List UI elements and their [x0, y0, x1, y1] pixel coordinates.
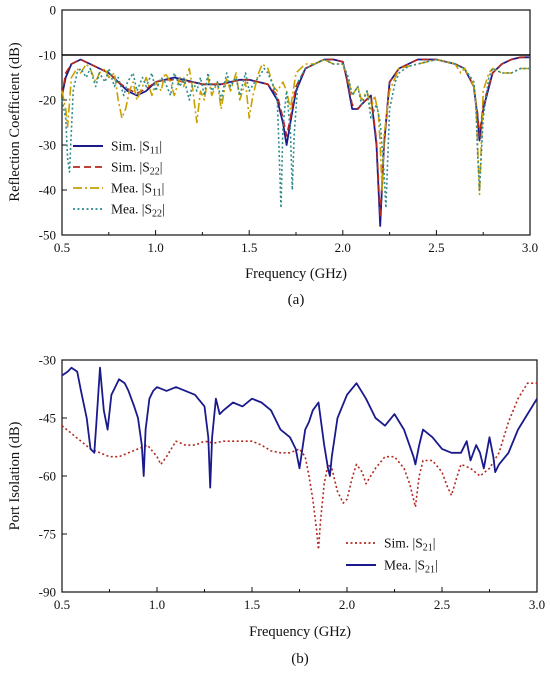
legend-entry: Sim. |S22|	[111, 160, 162, 178]
legend-label: Sim. |S	[111, 160, 150, 175]
x-axis-ticks: 0.5 1.0 1.5 2.0 2.5 3.0	[54, 587, 545, 612]
x-tick-label: 1.5	[244, 597, 260, 612]
series-line-21-solid	[61, 366, 538, 489]
x-axis-label: Frequency (GHz)	[245, 266, 347, 282]
legend-closing-bar: |	[162, 181, 165, 196]
chart-a: 0.5 1.0 1.5 2.0 2.5 3.0 0 -10 -20 -30 -40 -50 Sim.…	[7, 3, 538, 309]
legend-subscript: 11	[152, 188, 162, 199]
y-tick-label: -30	[39, 353, 56, 368]
x-tick-label: 0.5	[54, 597, 70, 612]
x-tick-label: 2.0	[335, 240, 351, 255]
x-axis-ticks: 0.5 1.0 1.5 2.0 2.5 3.0	[54, 230, 538, 255]
legend-subscript: 22	[150, 167, 160, 178]
legend: Sim. |S21|Mea. |S21|	[346, 536, 438, 576]
y-axis-ticks: 0 -10 -20 -30 -40 -50	[39, 3, 67, 243]
y-tick-label: -30	[39, 138, 56, 153]
y-tick-label: -75	[39, 527, 56, 542]
legend-entry: Mea. |S11|	[111, 181, 164, 199]
series-group	[61, 56, 530, 227]
y-tick-label: 0	[50, 3, 57, 18]
y-tick-label: -90	[39, 585, 56, 600]
legend-label: Mea. |S	[111, 181, 152, 196]
legend: Sim. |S11|Sim. |S22|Mea. |S11|Mea. |S22|	[73, 139, 165, 220]
y-tick-label: -40	[39, 183, 56, 198]
legend-closing-bar: |	[159, 139, 162, 154]
legend-closing-bar: |	[435, 558, 438, 573]
legend-entry: Sim. |S21|	[384, 536, 435, 554]
legend-label: Mea. |S	[111, 202, 152, 217]
series-line-21-dotted	[61, 382, 537, 551]
caption: (b)	[291, 651, 309, 667]
legend-label: Sim. |S	[384, 536, 423, 551]
y-axis-label: Port Isolation (dB)	[7, 421, 23, 530]
y-tick-label: -60	[39, 469, 56, 484]
x-tick-label: 3.0	[529, 597, 545, 612]
y-tick-label: -50	[39, 228, 56, 243]
plot-area-frame	[61, 359, 538, 593]
legend-subscript: 11	[150, 146, 160, 157]
legend-label: Mea. |S	[384, 558, 425, 573]
x-tick-label: 2.5	[434, 597, 450, 612]
legend-entry: Mea. |S22|	[111, 202, 165, 220]
x-axis-label: Frequency (GHz)	[249, 624, 351, 640]
x-tick-label: 2.5	[428, 240, 444, 255]
chart-b: 0.5 1.0 1.5 2.0 2.5 3.0 -30 -45 -60 -75 -90 Sim. …	[7, 353, 545, 668]
legend-label: Sim. |S	[111, 139, 150, 154]
y-axis-label: Reflection Coefficient (dB)	[7, 42, 23, 201]
y-tick-label: -45	[39, 411, 56, 426]
legend-closing-bar: |	[162, 202, 165, 217]
y-tick-label: -20	[39, 93, 56, 108]
x-tick-label: 0.5	[54, 240, 70, 255]
x-tick-label: 1.0	[149, 597, 165, 612]
legend-subscript: 21	[423, 543, 433, 554]
x-tick-label: 2.0	[339, 597, 355, 612]
series-line-22-dashed	[61, 56, 530, 218]
legend-closing-bar: |	[160, 160, 163, 175]
y-axis-ticks: -30 -45 -60 -75 -90	[39, 353, 67, 600]
legend-entry: Mea. |S21|	[384, 558, 438, 576]
caption: (a)	[288, 292, 305, 308]
x-tick-label: 1.5	[241, 240, 257, 255]
x-tick-label: 1.0	[147, 240, 163, 255]
legend-closing-bar: |	[433, 536, 436, 551]
legend-entry: Sim. |S11|	[111, 139, 162, 157]
y-tick-label: -10	[39, 48, 56, 63]
series-group	[61, 366, 538, 551]
legend-subscript: 22	[152, 209, 162, 220]
x-tick-label: 3.0	[522, 240, 538, 255]
legend-subscript: 21	[425, 565, 435, 576]
